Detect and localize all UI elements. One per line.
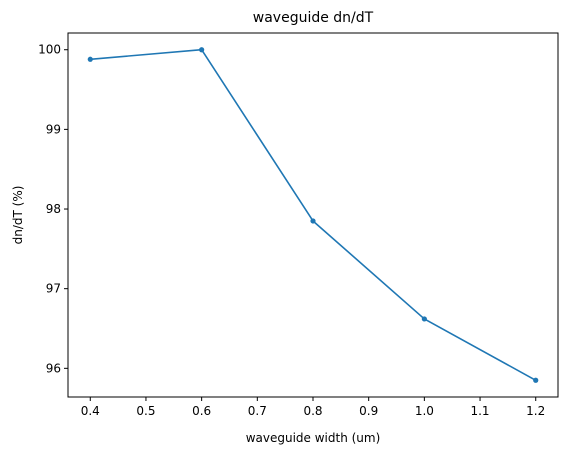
data-point (421, 316, 427, 322)
y-axis-title: dn/dT (%) (11, 186, 25, 245)
data-point (199, 47, 205, 53)
y-tick-label: 97 (46, 282, 61, 296)
series-line (90, 48, 537, 381)
x-tick-label: 1.1 (470, 404, 489, 418)
y-tick-label: 100 (38, 43, 61, 57)
y-tick-label: 99 (46, 122, 61, 136)
x-axis: 0.4 0.5 0.6 0.7 0.8 0.9 1.0 1.1 1.2 (81, 397, 545, 418)
x-tick-label: 0.4 (81, 404, 100, 418)
series-layer (87, 47, 539, 383)
chart-title: waveguide dn/dT (253, 10, 374, 26)
x-tick-label: 1.2 (526, 404, 545, 418)
x-axis-title: waveguide width (um) (246, 431, 381, 445)
x-tick-label: 0.6 (192, 404, 211, 418)
y-tick-label: 98 (46, 202, 61, 216)
x-tick-label: 0.9 (359, 404, 378, 418)
data-point (310, 218, 316, 224)
axes-frame (67, 32, 559, 398)
y-tick-label: 96 (46, 361, 61, 375)
x-tick-label: 1.0 (415, 404, 434, 418)
x-tick-label: 0.5 (136, 404, 155, 418)
x-tick-label: 0.8 (303, 404, 322, 418)
x-tick-label: 0.7 (248, 404, 267, 418)
plot-area (67, 32, 559, 398)
data-point (87, 56, 93, 62)
data-point (533, 377, 539, 383)
y-axis: 96 97 98 99 100 (38, 43, 68, 375)
